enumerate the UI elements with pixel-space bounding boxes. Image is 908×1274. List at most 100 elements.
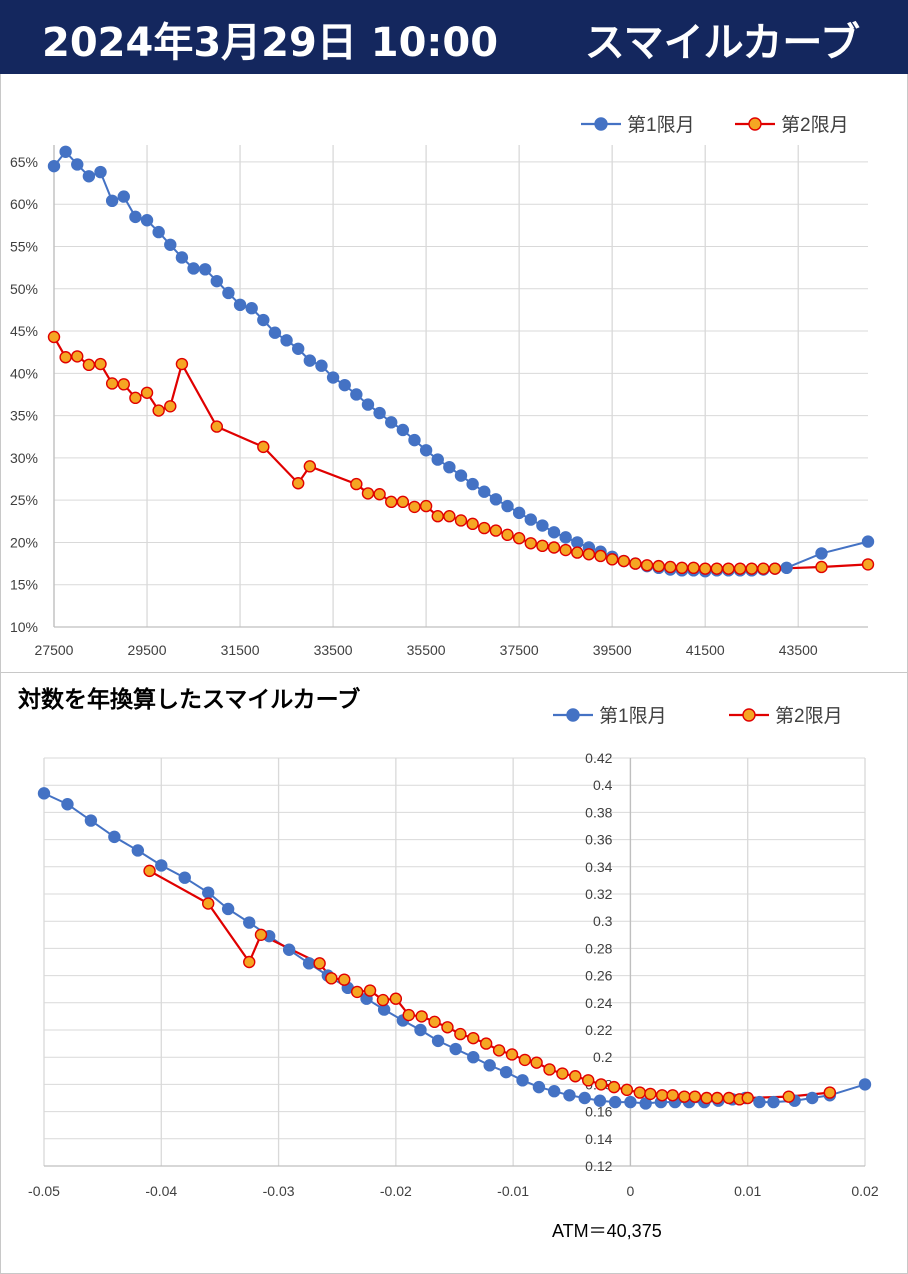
series-1-point	[753, 1095, 766, 1109]
series-2-point	[489, 524, 503, 537]
series-2-point	[530, 1056, 543, 1069]
y-tick-label: 25%	[10, 492, 38, 508]
series-1-point	[243, 916, 256, 929]
series-1-point	[373, 406, 386, 420]
series-1-point	[71, 158, 84, 171]
series-2-point	[768, 562, 782, 575]
series-2-point	[415, 1010, 428, 1023]
y-tick-label: 0.14	[585, 1131, 612, 1147]
series-1-point	[478, 485, 491, 498]
series-1-point	[82, 170, 96, 183]
series-1-point	[578, 1091, 591, 1105]
series-2-point	[396, 495, 410, 509]
series-2-point	[428, 1015, 441, 1029]
series-2-point	[547, 541, 561, 554]
y-tick-label: 0.22	[585, 1022, 612, 1038]
series-1-point	[431, 1034, 445, 1048]
series-2-point	[389, 992, 403, 1005]
series-1-point	[547, 1085, 561, 1098]
header-title: スマイルカーブ	[584, 20, 860, 66]
series-1-point	[512, 506, 526, 520]
y-tick-label: 0.26	[585, 968, 612, 984]
series-2-point	[594, 549, 607, 563]
y-tick-label: 0.12	[585, 1158, 612, 1174]
series-1-point	[129, 210, 142, 224]
series-1-point	[221, 902, 235, 916]
series-1-point	[467, 1051, 480, 1064]
y-tick-label: 40%	[10, 365, 38, 381]
series-1-point	[350, 388, 363, 401]
series-1-point	[767, 1095, 780, 1109]
series-2-point	[373, 488, 386, 501]
series-2-point	[607, 1080, 621, 1094]
y-tick-label: 10%	[10, 619, 38, 635]
series-1-point	[105, 194, 119, 208]
series-2-point	[741, 1091, 754, 1105]
y-tick-label: 0.3	[593, 913, 613, 929]
legend-label-2: 第2限月	[775, 705, 843, 727]
series-2-point	[733, 562, 747, 575]
series-2-point	[640, 559, 654, 572]
y-tick-label: 30%	[10, 450, 38, 466]
y-tick-label: 0.4	[593, 777, 613, 793]
series-1-point	[419, 444, 433, 457]
series-1-point	[466, 477, 479, 491]
legend-marker-2	[748, 117, 762, 131]
series-1-point	[780, 561, 793, 575]
series-1-point	[233, 298, 247, 312]
series-2-point	[512, 532, 526, 545]
series-2-point	[466, 517, 479, 531]
series-1-point	[155, 859, 168, 872]
series-2-point	[582, 548, 596, 561]
series-1-point	[861, 535, 875, 548]
series-1-point	[201, 886, 215, 899]
x-tick-label: 0.01	[734, 1183, 761, 1199]
series-2-point	[164, 400, 177, 413]
series-1-point	[326, 371, 340, 384]
series-2-point	[478, 521, 491, 535]
legend-marker-1	[594, 117, 608, 131]
x-tick-label: 41500	[686, 642, 725, 658]
smile-curve-chart: 27500 29500 31500 33500 35500 37500 39500 41500…	[10, 114, 875, 658]
series-2-point	[385, 495, 398, 509]
x-tick-label: -0.05	[28, 1183, 60, 1199]
series-2-point	[582, 1074, 595, 1087]
series-line-2	[53, 336, 869, 570]
x-tick-label: 27500	[35, 642, 74, 658]
series-1-point	[292, 342, 305, 355]
series-2-point	[664, 560, 677, 574]
series-2-point	[210, 420, 224, 433]
series-1-point	[280, 334, 293, 347]
series-1-point	[431, 453, 444, 466]
series-2-point	[402, 1008, 415, 1022]
series-2-point	[543, 1063, 556, 1076]
series-2-point	[47, 330, 61, 344]
header-banner: 2024年3月29日 10:00 スマイルカーブ	[0, 0, 908, 74]
series-2-point	[376, 993, 390, 1007]
series-2-point	[454, 1027, 467, 1041]
series-1-point	[47, 159, 61, 173]
series-1-point	[152, 225, 165, 239]
series-2-point	[505, 1048, 519, 1061]
series-1-point	[303, 354, 317, 367]
series-1-point	[547, 526, 561, 539]
series-2-point	[350, 477, 363, 491]
series-2-point	[313, 957, 326, 970]
series-1-point	[178, 871, 191, 884]
series-2-point	[594, 1078, 608, 1091]
series-2-point	[254, 928, 268, 941]
series-2-point	[408, 500, 421, 514]
series-2-point	[350, 985, 364, 999]
y-tick-label: 0.38	[585, 804, 612, 820]
series-1-point	[210, 274, 224, 288]
series-1-point	[815, 547, 828, 560]
series-1-point	[536, 519, 549, 532]
series-2-point	[338, 973, 351, 986]
series-2-point	[105, 377, 119, 390]
series-1-point	[140, 214, 154, 227]
series-2-point	[620, 1083, 634, 1097]
series-2-point	[571, 546, 584, 559]
series-1-point	[108, 830, 121, 844]
y-tick-label: 0.34	[585, 859, 612, 875]
x-tick-label: -0.03	[263, 1183, 295, 1199]
